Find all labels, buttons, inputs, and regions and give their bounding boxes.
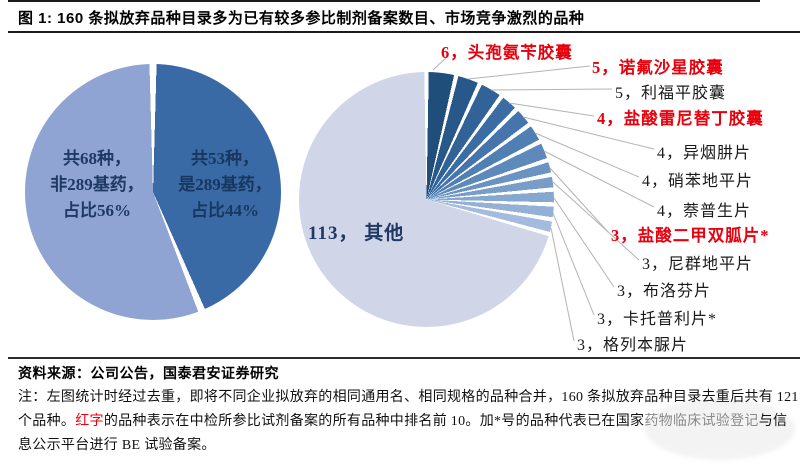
leader-line <box>550 227 575 342</box>
slice-label-naproxen: 4，萘普生片 <box>657 203 752 220</box>
title-underline <box>8 31 800 33</box>
slice-label-captopril: 3，卡托普利片* <box>597 311 718 328</box>
slice-label-glibenclamide: 3，格列本脲片 <box>577 337 689 354</box>
slice-label-nitrendipine: 3，尼群地平片 <box>642 256 754 273</box>
top-rule <box>8 0 760 2</box>
slice-label-ibuprofen: 3，布洛芬片 <box>617 283 712 300</box>
leader-line <box>543 150 655 208</box>
footnote-line-1: 注：左图统计时经过去重，即将不同企业拟放弃的相同通用名、相同规格的品种合并，16… <box>18 390 799 405</box>
footer-rule <box>8 357 800 359</box>
slice-label-nifedipine: 4，硝苯地平片 <box>642 173 754 190</box>
leader-line <box>552 181 640 261</box>
footnote: 注：左图统计时经过去重，即将不同企业拟放弃的相同通用名、相同规格的品种合并，16… <box>18 386 800 458</box>
leader-line <box>549 167 609 233</box>
source-text: 资料来源：公司公告，国泰君安证券研究 <box>18 367 279 382</box>
slice-label-norfloxacin: 5，诺氟沙星胶囊 <box>592 58 724 77</box>
leader-line <box>553 197 615 288</box>
footnote-line2-pre: 个品种。 <box>18 414 76 429</box>
leader-line <box>552 212 595 316</box>
footnote-line2-mid: 的品种表示在中检所参比试剂备案的所有品种中排名前 10。加*号的品种代表已在国家 <box>103 414 645 429</box>
right-pie-chart <box>299 72 554 327</box>
left-pie-label-289: 共53种， 是289基药， 占比44% <box>178 149 272 220</box>
other-slice-label: 113， 其他 <box>308 223 405 244</box>
watermark-smudge <box>645 398 795 460</box>
slice-label-isoniazid: 4，异烟肼片 <box>657 145 752 162</box>
leader-line <box>490 88 613 91</box>
figure-title: 图 1: 160 条拟放弃品种目录多为已有较多参比制剂备案数目、市场竞争激烈的品… <box>18 10 585 27</box>
slice-label-rifampicin: 5，利福平胶囊 <box>615 85 727 102</box>
slice-label-cefalexin: 6，头孢氨苄胶囊 <box>441 43 573 62</box>
footnote-line2-faded: 药物临床试验登记 <box>644 414 759 429</box>
left-pie-label-non289: 共68种， 非289基药， 占比56% <box>50 149 144 220</box>
left-pie-chart <box>25 64 281 320</box>
footnote-line-3: 息公示平台进行 BE 试验备案。 <box>18 438 216 453</box>
footnote-line-2: 个品种。红字的品种表示在中检所参比试剂备案的所有品种中排名前 10。加*号的品种… <box>18 410 800 434</box>
leader-line <box>467 65 591 80</box>
footnote-line2-end: 与信 <box>758 414 788 429</box>
slice-label-metformin: 3，盐酸二甲双胍片* <box>611 226 770 245</box>
slice-label-ranitidine: 4，盐酸雷尼替丁胶囊 <box>597 109 764 128</box>
footnote-line2-red-word: 红字 <box>75 414 104 429</box>
